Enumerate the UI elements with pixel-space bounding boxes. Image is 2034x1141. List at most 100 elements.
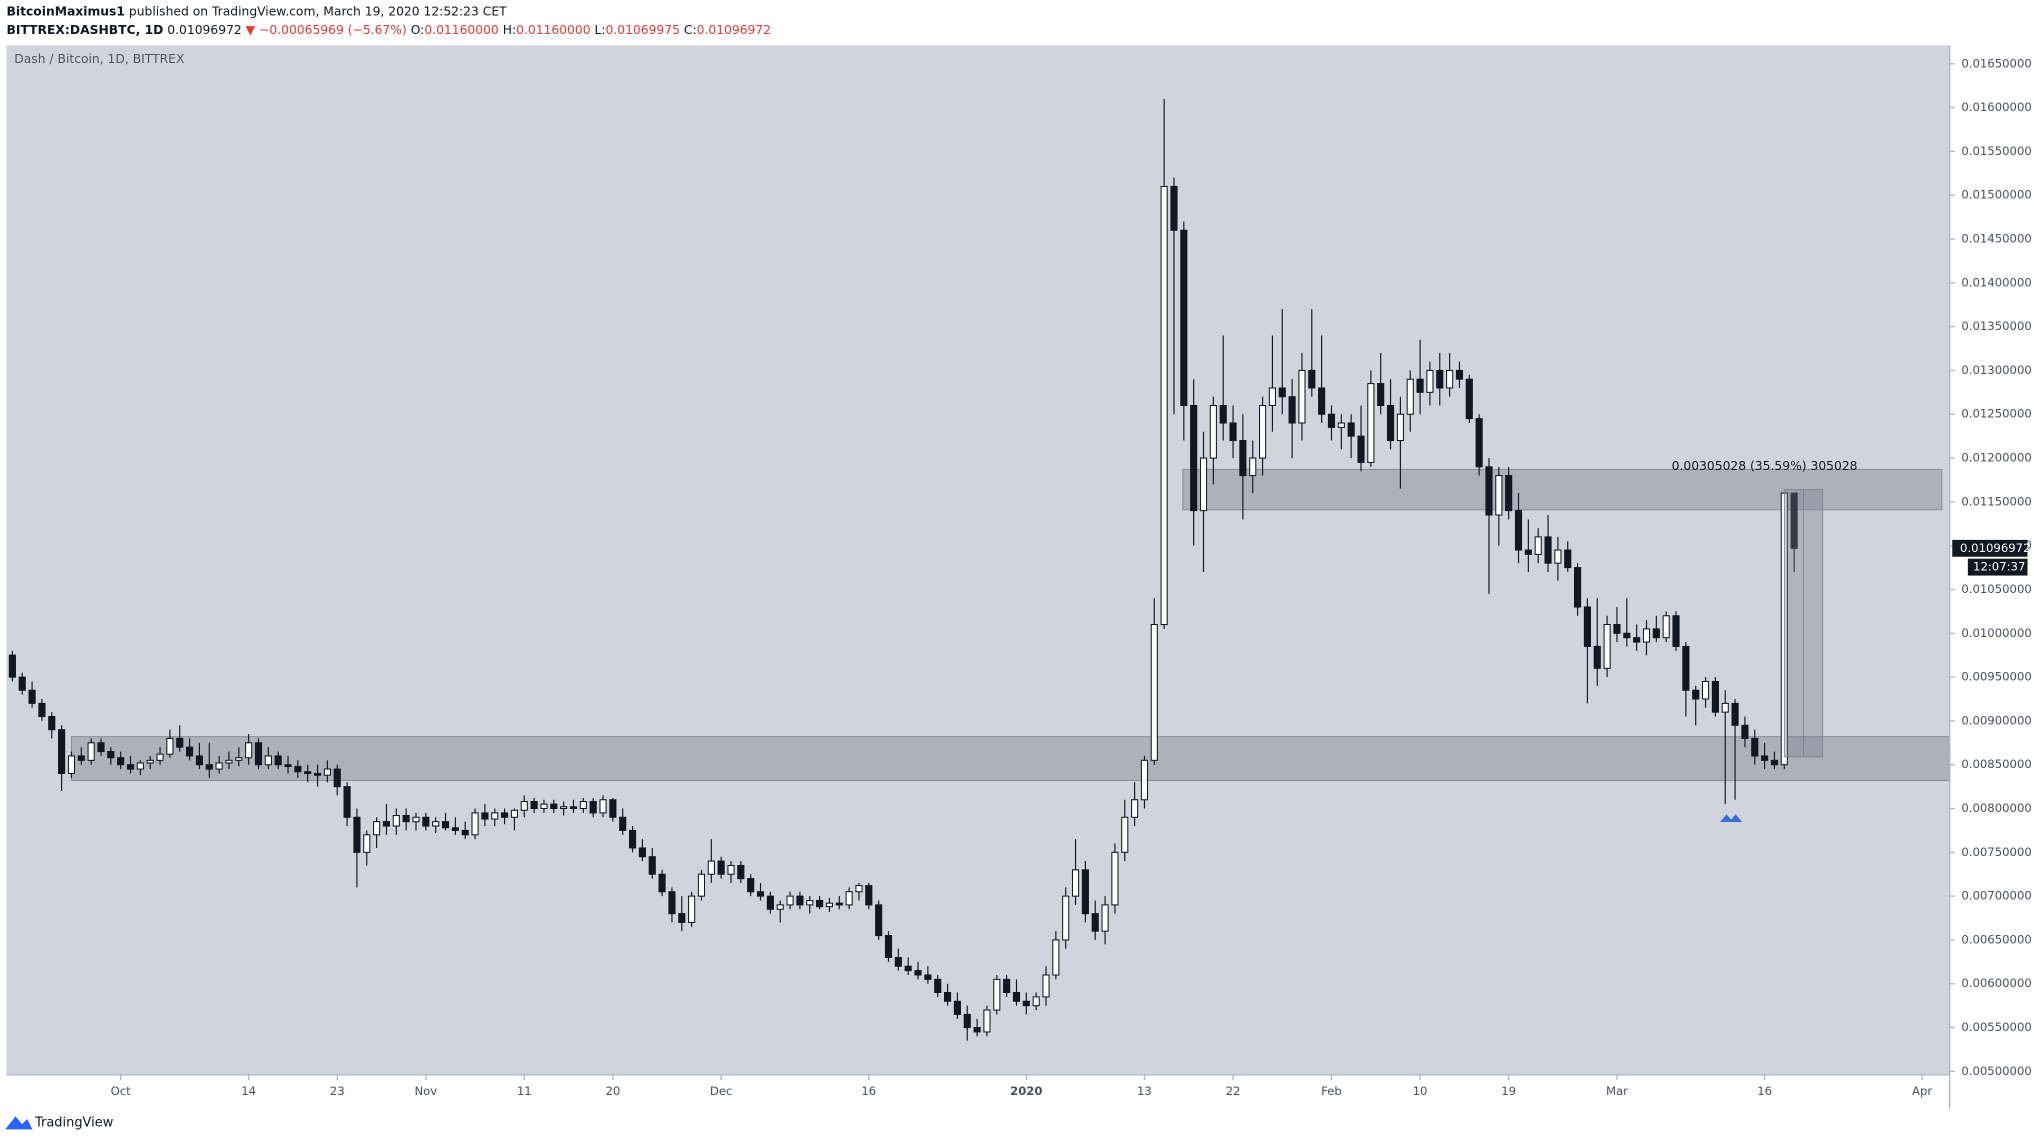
candle-body [855, 885, 863, 893]
candle-body [569, 806, 578, 810]
candle [1071, 839, 1080, 905]
x-tick-label: 23 [330, 1084, 345, 1098]
countdown-label: 12:07:37 [1973, 560, 2025, 574]
candle-body [1505, 475, 1513, 512]
candle-body [934, 978, 942, 994]
candle [1199, 431, 1208, 572]
candle-body [225, 759, 233, 764]
change: ▼ −0.00065969 (−5.67%) [246, 22, 407, 36]
candle [284, 755, 292, 774]
candle [1426, 361, 1434, 406]
candle-body [1741, 724, 1749, 739]
candle [1003, 974, 1011, 997]
candle-body [1160, 185, 1168, 626]
published: published on TradingView.com, March 19, … [129, 4, 507, 18]
candle-body [1564, 549, 1572, 569]
candle [1524, 519, 1532, 572]
candle-body [628, 829, 637, 849]
candle-body [1121, 816, 1129, 853]
candle-body [894, 956, 902, 967]
chart-title: Dash / Bitcoin, 1D, BITTREX [14, 52, 185, 66]
candle-body [1731, 702, 1739, 726]
candle-body [1642, 628, 1651, 643]
candle [914, 961, 922, 980]
candle-body [1534, 536, 1542, 555]
candle [87, 738, 95, 765]
candle-body [58, 729, 66, 774]
y-tick-label: 0.01450000 [1961, 232, 2031, 246]
candle-body [540, 803, 548, 810]
candle-body [520, 800, 528, 811]
candle-body [816, 899, 824, 908]
candle-body [1455, 369, 1464, 380]
candle [28, 681, 36, 708]
candle [1652, 615, 1660, 643]
close: 0.01096972 [697, 22, 771, 36]
candle-body [1259, 404, 1267, 459]
candle [648, 847, 656, 879]
candle [294, 760, 302, 778]
candle-body [87, 742, 95, 761]
candle [1613, 607, 1621, 643]
chart-layer: 0.00305028 (35.59%) 305028 [8, 98, 1951, 1041]
candle [1229, 405, 1237, 459]
candle-body [983, 1009, 991, 1033]
candle [599, 795, 607, 818]
candle-body [1495, 475, 1503, 516]
candle-body [382, 821, 391, 827]
candle [1190, 379, 1198, 546]
candle-body [451, 827, 459, 831]
x-tick-label: Apr [1912, 1084, 1932, 1098]
candle [628, 826, 637, 853]
support-zone [1182, 468, 1943, 511]
candle-body [1298, 369, 1306, 424]
price-tag-label: 0.01096972 [1960, 541, 2030, 555]
candle-body [510, 809, 519, 818]
candle [146, 755, 154, 770]
x-tick-label: 2020 [1010, 1084, 1042, 1098]
candle [432, 817, 440, 834]
candle [1446, 352, 1454, 397]
candle-body [284, 764, 292, 767]
candle-body [1485, 466, 1493, 516]
candle-body [1633, 637, 1641, 643]
candle [313, 764, 322, 787]
candle-body [609, 799, 617, 818]
candle [638, 839, 646, 862]
candle-body [501, 812, 509, 818]
y-tick-label: 0.01150000 [1961, 494, 2031, 508]
candle [1032, 992, 1040, 1011]
candle [1465, 374, 1473, 424]
candle-body [914, 970, 922, 976]
x-tick-label: Oct [111, 1084, 132, 1098]
candle [343, 782, 351, 827]
o-label: O: [411, 22, 425, 36]
candle-body [481, 812, 489, 820]
y-tick-label: 0.00600000 [1961, 976, 2031, 990]
candle [776, 900, 784, 923]
candle-body [491, 812, 499, 820]
candle-body [412, 816, 420, 823]
candle-body [1367, 383, 1375, 463]
y-tick-label: 0.00550000 [1961, 1020, 2031, 1034]
candle [1219, 335, 1227, 441]
candle-body [1692, 689, 1700, 700]
candle-body [1406, 378, 1414, 415]
candle-body [658, 873, 666, 893]
candle [48, 712, 56, 739]
candle [953, 992, 961, 1019]
candle [18, 672, 26, 695]
candle [1062, 887, 1070, 949]
candle-body [1081, 869, 1089, 915]
candle-body [294, 765, 302, 773]
candle-body [1416, 378, 1424, 393]
candle-body [461, 829, 469, 836]
candle-body [678, 913, 686, 923]
candle [1455, 361, 1464, 388]
candle-body [1524, 549, 1532, 555]
candle-body [1554, 549, 1562, 564]
candle-body [648, 856, 656, 875]
candle [835, 896, 843, 910]
candle-body [697, 873, 706, 897]
